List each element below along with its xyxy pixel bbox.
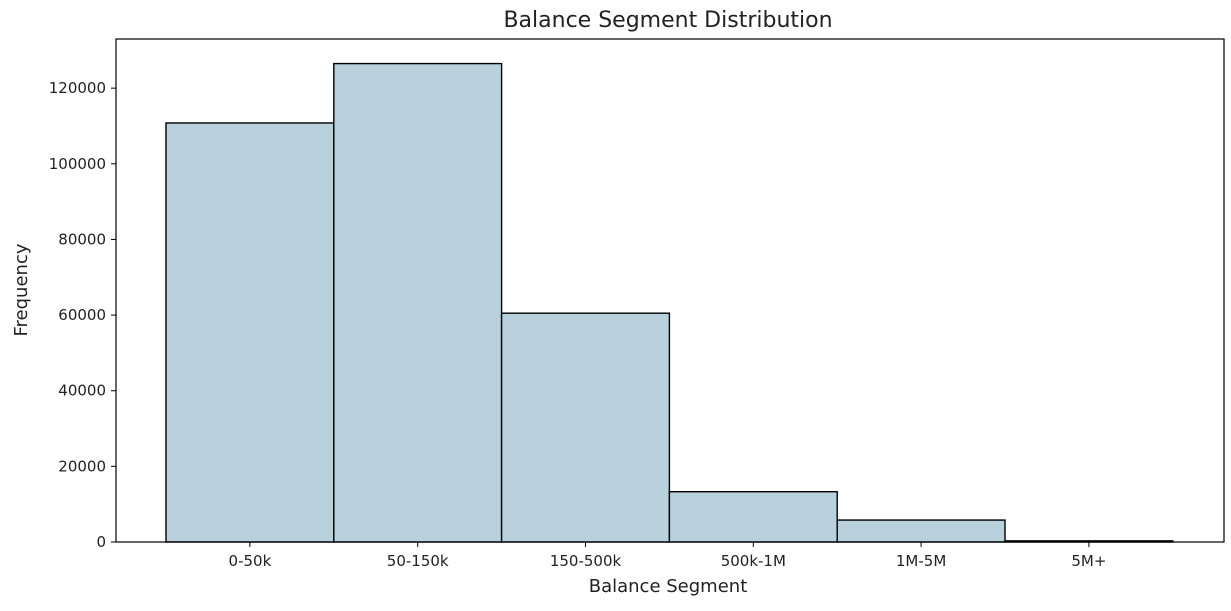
y-tick-label: 20000 xyxy=(58,457,106,475)
bar-50-150k xyxy=(333,62,503,543)
x-tick-label: 5M+ xyxy=(1071,552,1106,570)
x-tick-label: 500k-1M xyxy=(721,552,786,570)
bar-0-50k xyxy=(165,122,335,543)
x-tick-label: 150-500k xyxy=(550,552,622,570)
y-tick-label: 120000 xyxy=(49,79,106,97)
y-tick-label: 100000 xyxy=(49,155,106,173)
chart-title: Balance Segment Distribution xyxy=(503,8,832,33)
y-axis-title: Frequency xyxy=(11,243,32,336)
x-axis-ticks: 0-50k 50-150k 150-500k 500k-1M 1M-5M 5M+ xyxy=(229,542,1106,570)
bar-150-500k xyxy=(500,312,671,543)
x-tick-label: 0-50k xyxy=(229,552,272,570)
y-tick-label: 80000 xyxy=(58,230,106,248)
bars-layer xyxy=(165,62,1174,543)
plot-frame xyxy=(115,38,1225,543)
y-axis-ticks: 0 20000 40000 60000 80000 100000 120000 xyxy=(49,79,116,551)
y-tick-label: 0 xyxy=(96,533,106,551)
x-axis-title: Balance Segment xyxy=(589,576,748,597)
y-tick-label: 40000 xyxy=(58,382,106,400)
bar-500k-1M xyxy=(668,491,838,543)
x-tick-label: 50-150k xyxy=(387,552,449,570)
x-tick-label: 1M-5M xyxy=(896,552,946,570)
y-tick-label: 60000 xyxy=(58,306,106,324)
bar-1M-5M xyxy=(836,519,1006,543)
